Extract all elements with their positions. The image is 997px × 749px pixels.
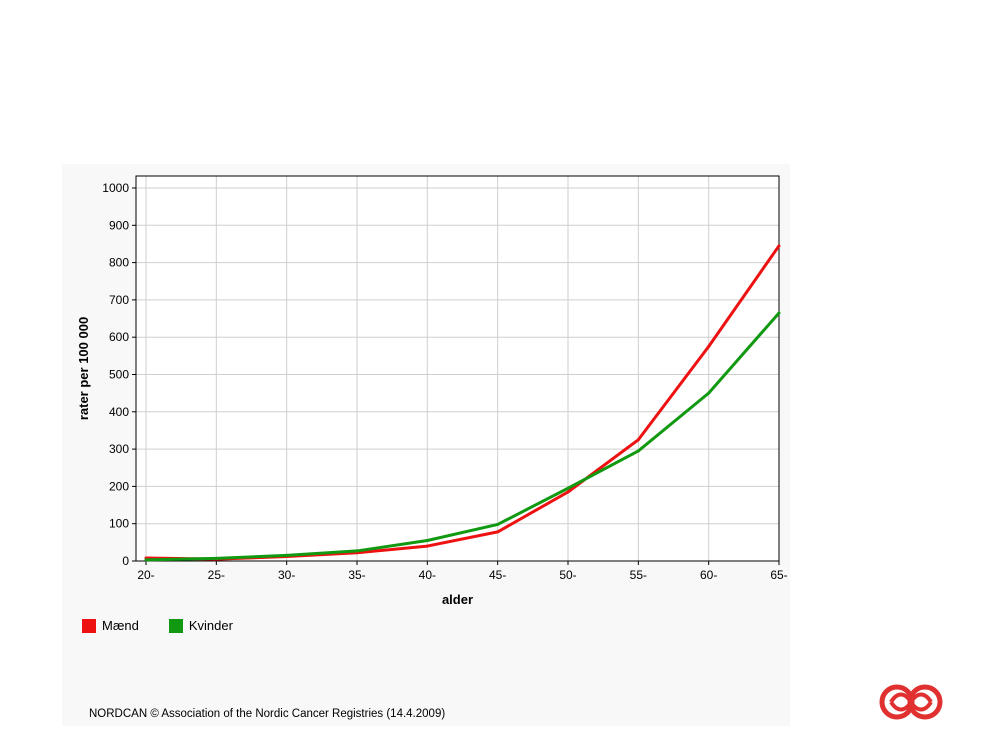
y-tick-label: 800	[109, 256, 129, 270]
plot-area	[135, 175, 780, 562]
y-tick-label: 700	[109, 293, 129, 307]
legend-swatch-maend	[82, 618, 96, 633]
legend-item-kvinder: Kvinder	[168, 618, 233, 633]
series-1-point	[777, 311, 781, 315]
legend-item-maend: Mænd	[82, 618, 139, 633]
x-axis-title: alder	[442, 592, 473, 607]
copyright-footer: NORDCAN © Association of the Nordic Canc…	[89, 708, 446, 720]
series-0-point	[566, 490, 570, 494]
y-tick-label: 100	[109, 517, 129, 531]
series-0-point	[425, 544, 429, 548]
series-0-point	[496, 530, 500, 534]
x-tick-label: 55-	[630, 568, 647, 582]
series-line-1	[145, 311, 781, 562]
y-axis-title: rater per 100 000	[76, 317, 91, 420]
x-tick-label: 20-	[137, 568, 154, 582]
y-tick-label: 400	[109, 405, 129, 419]
series-1-point	[496, 522, 500, 526]
y-tick-label: 200	[109, 479, 129, 493]
line-chart: 0 100 200 300 400 500 600 700 800 900 1000 20- 25- 30…	[76, 175, 788, 607]
x-tick-label: 25-	[208, 568, 225, 582]
y-tick-label: 500	[109, 368, 129, 382]
nordcan-logo-icon	[879, 684, 943, 720]
x-tick-label: 40-	[419, 568, 436, 582]
y-tick-label: 600	[109, 330, 129, 344]
y-tick-label: 300	[109, 442, 129, 456]
series-1-point	[636, 449, 640, 453]
series-1-point	[566, 486, 570, 490]
legend-swatch-kvinder	[168, 618, 183, 633]
series-1-point	[707, 391, 711, 395]
series-1-point	[425, 538, 429, 542]
legend-label-maend: Mænd	[102, 618, 139, 633]
chart-legend: Mænd Kvinder	[82, 618, 263, 633]
chart-panel: 0 100 200 300 400 500 600 700 800 900 1000 20- 25- 30…	[62, 164, 790, 726]
legend-label-kvinder: Kvinder	[188, 618, 233, 633]
series-0-point	[777, 244, 781, 248]
x-tick-label: 45-	[489, 568, 506, 582]
x-tick-label: 30-	[278, 568, 295, 582]
y-tick-label: 900	[109, 218, 129, 232]
plot-frame	[135, 175, 780, 562]
series-1-point	[285, 553, 289, 557]
x-tick-label: 50-	[559, 568, 576, 582]
y-tick-label: 1000	[102, 181, 129, 195]
series-1-point	[355, 549, 359, 553]
series-1-point	[144, 558, 148, 562]
series-0-point	[636, 438, 640, 442]
y-tick-label: 0	[122, 554, 129, 568]
x-tick-label: 65-	[770, 568, 787, 582]
series-0-point	[707, 345, 711, 349]
x-tick-label: 35-	[348, 568, 365, 582]
series-1-point	[214, 556, 218, 560]
x-tick-label: 60-	[700, 568, 717, 582]
